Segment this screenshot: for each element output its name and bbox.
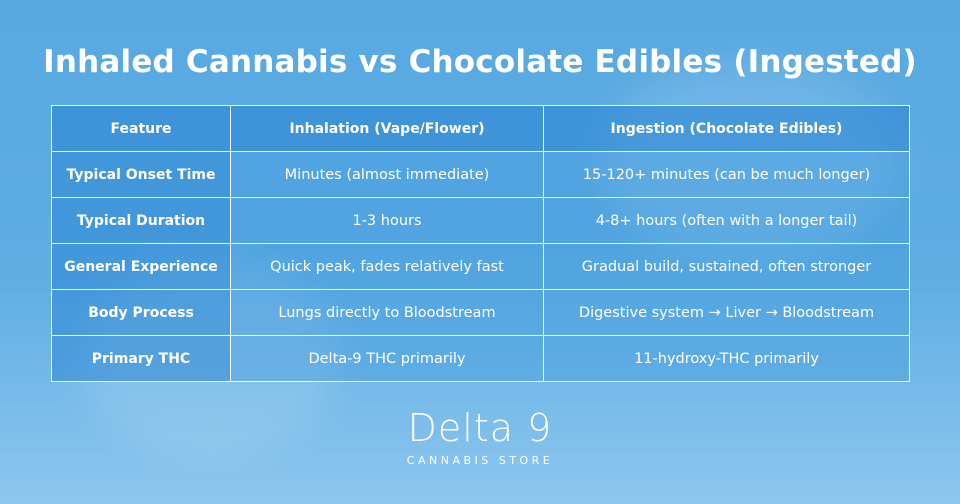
comparison-table: Feature Inhalation (Vape/Flower) Ingestion… (51, 105, 910, 382)
table-cell: 11-hydroxy-THC primarily (543, 335, 910, 382)
column-header: Ingestion (Chocolate Edibles) (543, 105, 910, 152)
table-cell: Minutes (almost immediate) (230, 151, 544, 198)
title: Inhaled Cannabis vs Chocolate Edibles (I… (43, 44, 917, 80)
column-header: Feature (51, 105, 231, 152)
table-cell: Gradual build, sustained, often stronger (543, 243, 910, 290)
table-cell: 4-8+ hours (often with a longer tail) (543, 197, 910, 244)
feature-cell: Primary THC (51, 335, 231, 382)
table-row: Body Process Lungs directly to Bloodstrea… (51, 289, 910, 336)
table-row: Primary THC Delta-9 THC primarily 11-hydro… (51, 335, 910, 382)
logo-name: Delta 9 (407, 406, 553, 450)
table-cell: Lungs directly to Bloodstream (230, 289, 544, 336)
feature-cell: Body Process (51, 289, 231, 336)
table-cell: Digestive system → Liver → Bloodstream (543, 289, 910, 336)
feature-cell: General Experience (51, 243, 231, 290)
table-row: Typical Onset Time Minutes (almost immedi… (51, 151, 910, 198)
table-cell: Delta-9 THC primarily (230, 335, 544, 382)
column-header: Inhalation (Vape/Flower) (230, 105, 544, 152)
table-cell: Quick peak, fades relatively fast (230, 243, 544, 290)
feature-cell: Typical Duration (51, 197, 231, 244)
feature-cell: Typical Onset Time (51, 151, 231, 198)
logo-tagline: CANNABIS STORE (406, 454, 554, 467)
table-cell: 1-3 hours (230, 197, 544, 244)
table-body: Typical Onset Time Minutes (almost immedi… (51, 151, 910, 382)
header-row: Feature Inhalation (Vape/Flower) Ingestion… (51, 105, 910, 152)
table-row: General Experience Quick peak, fades rela… (51, 243, 910, 290)
table-cell: 15-120+ minutes (can be much longer) (543, 151, 910, 198)
table-row: Typical Duration 1-3 hours 4-8+ hours (oft… (51, 197, 910, 244)
